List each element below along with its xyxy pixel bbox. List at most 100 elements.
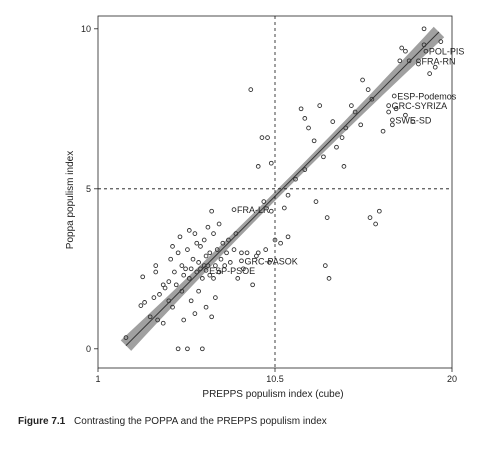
data-point xyxy=(182,318,186,322)
data-point xyxy=(349,104,353,108)
data-point xyxy=(318,104,322,108)
data-point xyxy=(139,304,143,308)
data-point xyxy=(398,59,402,63)
x-tick-label: 10.5 xyxy=(266,374,284,384)
x-axis-label: PREPPS populism index (cube) xyxy=(202,389,343,400)
data-point xyxy=(387,110,391,114)
data-point xyxy=(359,123,363,127)
data-point xyxy=(342,165,346,169)
data-point xyxy=(361,78,365,82)
point-label: ESP-PSOE xyxy=(209,266,255,276)
y-tick-label: 10 xyxy=(81,24,91,34)
data-point xyxy=(340,136,344,140)
y-axis-label: Poppa populism index xyxy=(65,151,76,249)
data-point xyxy=(180,264,184,268)
point-label: GRC-SYRIZA xyxy=(392,101,448,111)
annotated-point xyxy=(387,104,391,108)
data-point xyxy=(228,261,232,265)
point-label: POL-PIS xyxy=(429,47,465,57)
data-point xyxy=(325,216,329,220)
data-point xyxy=(193,232,197,236)
y-tick-label: 0 xyxy=(86,344,91,354)
data-point xyxy=(210,209,214,213)
data-point xyxy=(232,248,236,252)
data-point xyxy=(178,235,182,239)
data-point xyxy=(169,257,173,261)
data-point xyxy=(422,27,426,31)
data-point xyxy=(282,206,286,210)
figure-caption: Figure 7.1 Contrasting the POPPA and the… xyxy=(18,416,478,427)
annotated-point xyxy=(232,208,236,212)
data-point xyxy=(245,251,249,255)
data-point xyxy=(404,49,408,53)
data-point xyxy=(200,347,204,351)
data-point xyxy=(279,241,283,245)
annotated-point xyxy=(240,259,244,263)
data-point xyxy=(154,270,158,274)
data-point xyxy=(219,257,223,261)
data-point xyxy=(428,72,432,76)
x-tick-label: 1 xyxy=(95,374,100,384)
data-point xyxy=(217,222,221,226)
data-point xyxy=(264,248,268,252)
data-point xyxy=(195,241,199,245)
data-point xyxy=(143,301,147,305)
data-point xyxy=(208,251,212,255)
figure-label: Figure 7.1 xyxy=(18,416,65,427)
data-point xyxy=(251,283,255,287)
data-point xyxy=(172,270,176,274)
data-point xyxy=(206,225,210,229)
data-point xyxy=(377,209,381,213)
data-point xyxy=(335,145,339,149)
data-point xyxy=(187,229,191,233)
data-point xyxy=(286,193,290,197)
point-label: GRC-PASOK xyxy=(244,256,297,266)
data-point xyxy=(171,245,175,249)
data-point xyxy=(256,165,260,169)
data-point xyxy=(400,46,404,50)
data-point xyxy=(204,254,208,258)
point-label: SWE-SD xyxy=(395,116,432,126)
data-point xyxy=(174,283,178,287)
data-point xyxy=(240,251,244,255)
data-point xyxy=(322,155,326,159)
y-tick-label: 5 xyxy=(86,184,91,194)
data-point xyxy=(189,299,193,303)
figure-caption-text: Contrasting the POPPA and the PREPPS pop… xyxy=(74,416,327,427)
data-point xyxy=(154,264,158,268)
data-point xyxy=(197,261,201,265)
data-point xyxy=(327,277,331,281)
data-point xyxy=(236,277,240,281)
data-point xyxy=(212,277,216,281)
data-point xyxy=(307,126,311,130)
data-point xyxy=(158,293,162,297)
data-point xyxy=(204,305,208,309)
data-point xyxy=(303,117,307,121)
data-point xyxy=(186,347,190,351)
data-point xyxy=(381,129,385,133)
data-point xyxy=(366,88,370,92)
data-point xyxy=(312,139,316,143)
data-point xyxy=(189,267,193,271)
data-point xyxy=(225,251,229,255)
data-point xyxy=(202,238,206,242)
data-point xyxy=(269,161,273,165)
data-point xyxy=(184,267,188,271)
data-point xyxy=(200,277,204,281)
data-point xyxy=(197,289,201,293)
data-point xyxy=(176,347,180,351)
data-point xyxy=(167,280,171,284)
data-point xyxy=(368,216,372,220)
data-point xyxy=(331,120,335,124)
data-point xyxy=(249,88,253,92)
data-point xyxy=(163,286,167,290)
data-point xyxy=(152,296,156,300)
data-point xyxy=(314,200,318,204)
data-point xyxy=(199,245,203,249)
data-point xyxy=(210,315,214,319)
data-point xyxy=(323,264,327,268)
data-point xyxy=(374,222,378,226)
data-point xyxy=(390,123,394,127)
x-tick-label: 20 xyxy=(447,374,457,384)
